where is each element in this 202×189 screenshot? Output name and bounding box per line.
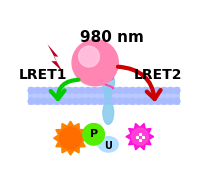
Circle shape — [53, 87, 60, 94]
FancyArrowPatch shape — [117, 67, 160, 99]
Ellipse shape — [102, 101, 113, 124]
Circle shape — [166, 87, 173, 94]
Text: U: U — [104, 141, 112, 151]
Circle shape — [40, 87, 47, 94]
Circle shape — [135, 87, 142, 94]
Text: 980 nm: 980 nm — [80, 30, 143, 45]
Circle shape — [154, 98, 161, 105]
Circle shape — [116, 87, 123, 94]
Ellipse shape — [98, 137, 118, 152]
Circle shape — [97, 98, 104, 105]
Circle shape — [72, 40, 118, 86]
Circle shape — [91, 87, 98, 94]
Circle shape — [59, 98, 66, 105]
Circle shape — [46, 98, 54, 105]
Bar — [104, 91, 112, 100]
Circle shape — [28, 87, 35, 94]
Circle shape — [116, 98, 123, 105]
Polygon shape — [125, 123, 153, 150]
Circle shape — [135, 98, 142, 105]
Text: P: P — [89, 129, 97, 139]
Circle shape — [59, 127, 81, 149]
Circle shape — [59, 87, 66, 94]
Circle shape — [34, 87, 41, 94]
Circle shape — [173, 87, 179, 94]
Circle shape — [72, 87, 79, 94]
Circle shape — [84, 87, 91, 94]
Circle shape — [103, 87, 110, 94]
Circle shape — [28, 98, 35, 105]
Circle shape — [34, 98, 41, 105]
Circle shape — [160, 98, 167, 105]
Circle shape — [173, 98, 179, 105]
Circle shape — [82, 124, 104, 145]
Circle shape — [131, 128, 148, 145]
Circle shape — [147, 87, 154, 94]
Circle shape — [147, 98, 154, 105]
Circle shape — [160, 87, 167, 94]
Circle shape — [78, 87, 85, 94]
Circle shape — [97, 87, 104, 94]
Circle shape — [166, 98, 173, 105]
Text: LRET2: LRET2 — [133, 68, 182, 82]
Text: LRET1: LRET1 — [18, 68, 67, 82]
Polygon shape — [53, 121, 87, 155]
Circle shape — [91, 98, 98, 105]
Circle shape — [128, 87, 135, 94]
Bar — [28, 92, 179, 100]
Circle shape — [78, 98, 85, 105]
Circle shape — [53, 98, 60, 105]
Circle shape — [109, 87, 116, 94]
Circle shape — [46, 87, 54, 94]
Circle shape — [128, 98, 135, 105]
Circle shape — [72, 98, 79, 105]
Bar — [28, 87, 179, 105]
Circle shape — [122, 98, 129, 105]
FancyArrowPatch shape — [50, 80, 78, 99]
Circle shape — [122, 87, 129, 94]
Circle shape — [84, 98, 91, 105]
Polygon shape — [47, 44, 63, 72]
Circle shape — [154, 87, 161, 94]
Ellipse shape — [102, 71, 114, 93]
Circle shape — [109, 98, 116, 105]
Circle shape — [141, 87, 148, 94]
Circle shape — [65, 98, 72, 105]
Circle shape — [65, 87, 72, 94]
Circle shape — [103, 98, 110, 105]
Circle shape — [78, 46, 99, 67]
Circle shape — [40, 98, 47, 105]
Circle shape — [141, 98, 148, 105]
